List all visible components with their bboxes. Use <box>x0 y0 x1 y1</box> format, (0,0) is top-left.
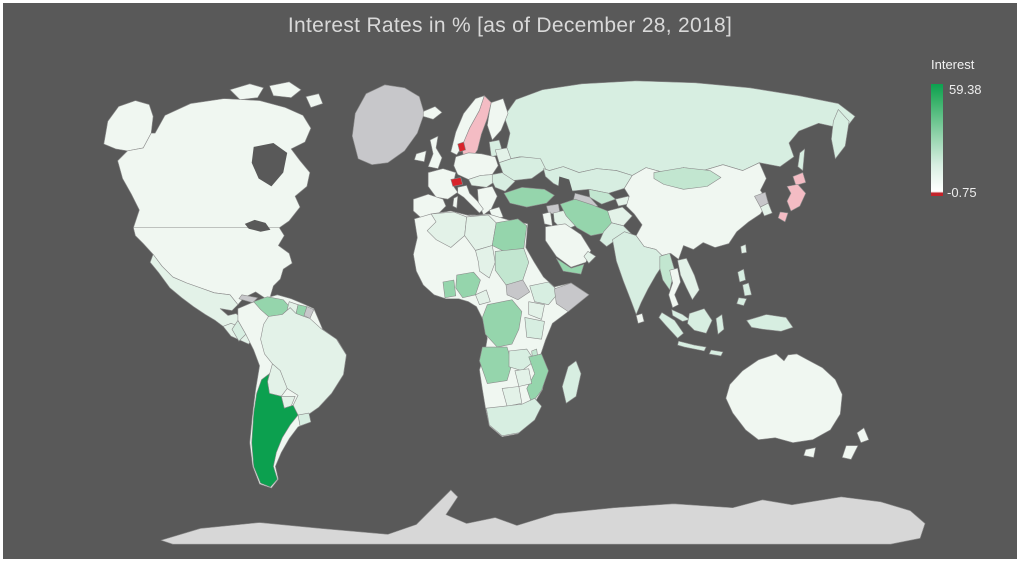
country-canada-arctic-3[interactable] <box>305 93 323 108</box>
country-italy[interactable] <box>457 185 484 214</box>
country-ethiopia[interactable] <box>529 281 560 305</box>
legend-min-label: -0.75 <box>947 185 977 200</box>
country-ireland[interactable] <box>414 150 427 163</box>
country-south-africa[interactable] <box>486 398 542 437</box>
country-tanzania[interactable] <box>524 317 545 340</box>
country-uk[interactable] <box>427 135 443 169</box>
country-taiwan[interactable] <box>740 244 747 254</box>
country-papua-new-guinea[interactable] <box>746 314 794 332</box>
country-saudi-arabia[interactable] <box>545 223 592 268</box>
country-new-zealand-north[interactable] <box>856 427 870 443</box>
country-new-zealand-south[interactable] <box>841 445 859 460</box>
legend-body: 59.38 -0.75 <box>929 82 993 200</box>
country-antarctica[interactable] <box>160 489 926 545</box>
country-australia[interactable] <box>725 353 843 443</box>
country-indonesia-lesser-sunda[interactable] <box>708 349 724 357</box>
country-kenya[interactable] <box>528 301 545 320</box>
country-madagascar[interactable] <box>561 360 582 404</box>
country-turkey[interactable] <box>503 187 555 208</box>
country-usa-alaska[interactable] <box>103 100 154 152</box>
country-italy-sardinia[interactable] <box>452 195 459 209</box>
country-australia-tasmania[interactable] <box>803 447 816 458</box>
country-yemen[interactable] <box>556 258 585 275</box>
hudson-bay <box>251 142 288 187</box>
region-indochina[interactable] <box>677 258 700 301</box>
country-zambia[interactable] <box>508 348 535 372</box>
country-greenland[interactable] <box>351 84 425 165</box>
legend-title: Interest <box>931 57 975 72</box>
country-philippines-visayas[interactable] <box>742 282 752 297</box>
country-mongolia[interactable] <box>653 167 722 190</box>
legend-max-label: 59.38 <box>949 82 982 97</box>
country-finland[interactable] <box>487 98 509 141</box>
country-japan-hokkaido[interactable] <box>792 172 807 186</box>
country-indonesia-borneo[interactable] <box>687 308 713 334</box>
chart-canvas: Interest Rates in % [as of December 28, … <box>3 3 1017 559</box>
country-mozambique[interactable] <box>526 353 549 404</box>
country-canada-arctic-1[interactable] <box>229 83 264 100</box>
country-canada-arctic-2[interactable] <box>269 81 302 98</box>
country-uzbekistan[interactable] <box>588 189 616 205</box>
country-japan-honshu[interactable] <box>786 184 807 212</box>
country-egypt[interactable] <box>491 218 528 253</box>
great-lakes <box>244 219 271 232</box>
country-dr-congo[interactable] <box>482 299 523 348</box>
country-botswana[interactable] <box>501 386 523 407</box>
country-argentina[interactable] <box>251 373 299 488</box>
country-philippines-mindanao[interactable] <box>736 297 747 306</box>
country-sri-lanka[interactable] <box>635 313 645 324</box>
country-somalia[interactable] <box>554 282 590 312</box>
country-zimbabwe[interactable] <box>514 368 532 387</box>
country-south-sudan[interactable] <box>505 279 531 301</box>
country-philippines-luzon[interactable] <box>737 268 746 283</box>
legend: Interest 59.38 -0.75 <box>929 57 993 200</box>
country-indonesia-sulawesi[interactable] <box>715 314 725 335</box>
legend-gradient <box>931 84 943 196</box>
region-israel-jordan[interactable] <box>542 211 553 227</box>
country-brazil[interactable] <box>260 307 347 416</box>
country-thailand[interactable] <box>668 267 681 308</box>
country-russia-kamchatka[interactable] <box>831 109 850 160</box>
country-malaysia[interactable] <box>671 309 690 322</box>
chart-title: Interest Rates in % [as of December 28, … <box>287 14 733 37</box>
caspian-sea <box>558 176 574 206</box>
country-iceland[interactable] <box>422 106 443 120</box>
world-map <box>103 80 926 545</box>
country-uruguay[interactable] <box>297 412 312 427</box>
country-denmark[interactable] <box>457 141 466 153</box>
country-afghanistan[interactable] <box>607 206 633 227</box>
country-canada[interactable] <box>117 98 312 229</box>
country-switzerland[interactable] <box>450 177 463 187</box>
country-angola[interactable] <box>479 346 513 384</box>
country-myanmar[interactable] <box>659 253 675 291</box>
country-algeria[interactable] <box>426 211 467 248</box>
country-ukraine[interactable] <box>498 156 546 181</box>
country-ecuador[interactable] <box>231 320 247 342</box>
country-china[interactable] <box>624 162 769 260</box>
country-india[interactable] <box>612 231 665 315</box>
country-oman[interactable] <box>583 251 597 264</box>
country-chad[interactable] <box>475 245 496 279</box>
country-south-korea[interactable] <box>760 202 773 217</box>
country-ghana[interactable] <box>442 279 457 299</box>
country-japan-kyushu[interactable] <box>777 211 789 223</box>
country-indonesia-java[interactable] <box>677 340 707 352</box>
country-indonesia-sumatra[interactable] <box>658 312 684 339</box>
country-russia-sakhalin[interactable] <box>797 148 806 171</box>
country-cameroon[interactable] <box>475 289 491 305</box>
